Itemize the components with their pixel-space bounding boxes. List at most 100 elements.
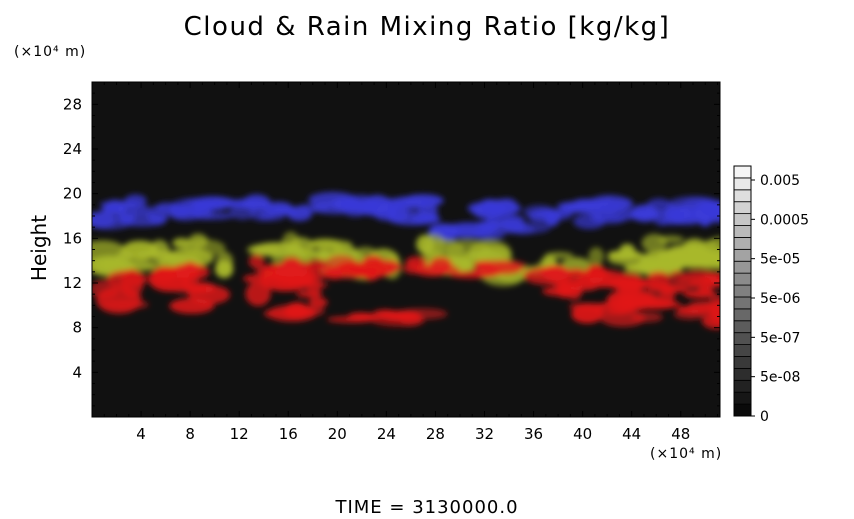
y-tick-label: 20 <box>63 185 82 203</box>
colorbar-label: 0 <box>760 409 769 425</box>
time-readout: TIME = 3130000.0 <box>0 497 854 518</box>
colorbar-cell <box>733 225 752 238</box>
layer-blob <box>663 205 691 223</box>
colorbar-cell <box>733 237 752 250</box>
mixing-ratio-field <box>92 191 720 330</box>
layer-blob <box>169 298 215 314</box>
layer-blob <box>709 293 720 304</box>
colorbar-cell <box>733 356 752 369</box>
layer-blob <box>188 233 208 249</box>
layer-blob <box>703 248 719 260</box>
chart-title: Cloud & Rain Mixing Ratio [kg/kg] <box>183 12 671 42</box>
layer-blob <box>540 265 570 281</box>
layer-blob <box>387 203 409 223</box>
x-tick-label: 8 <box>185 425 195 443</box>
layer-blob <box>473 259 528 272</box>
layer-blob <box>191 209 214 220</box>
layer-blob <box>92 279 120 300</box>
layer-blob <box>181 261 199 286</box>
colorbar-cell <box>733 284 752 298</box>
colorbar-cell <box>733 165 752 179</box>
layer-rain <box>92 254 720 330</box>
layer-blob <box>678 273 720 289</box>
layer-blob <box>484 198 516 207</box>
colorbar-label: 5e-08 <box>760 370 800 386</box>
layer-blob <box>247 244 281 256</box>
layer-blob <box>213 197 235 205</box>
layer-blob <box>152 266 177 284</box>
time-value: 3130000.0 <box>412 497 519 518</box>
x-tick-label: 12 <box>230 425 249 443</box>
colorbar-cell <box>733 391 752 405</box>
layer-blob <box>308 297 328 308</box>
x-tick-label: 4 <box>136 425 146 443</box>
layer-blob <box>245 281 271 307</box>
colorbar-cell <box>733 320 752 334</box>
layer-blob <box>339 262 365 274</box>
colorbar-cell <box>733 367 752 381</box>
x-axis-unit: (×10⁴ m) <box>650 446 723 462</box>
layer-blob <box>172 237 191 249</box>
colorbar-cell <box>733 379 752 393</box>
layer-blob <box>588 247 604 266</box>
x-tick-label: 40 <box>573 425 592 443</box>
x-tick-label: 48 <box>671 425 690 443</box>
colorbar-label: 0.005 <box>760 173 800 189</box>
layer-cloud-ice <box>92 191 720 243</box>
layer-blob <box>310 251 331 259</box>
colorbar-cell <box>733 344 752 357</box>
layer-blob <box>560 201 601 213</box>
layer-blob <box>124 194 147 207</box>
colorbar-cell <box>733 189 752 203</box>
colorbar: 0.005 0.0005 5e-05 5e-06 5e-07 5e-08 0 <box>733 165 809 425</box>
colorbar-cell <box>733 213 752 226</box>
colorbar-label: 0.0005 <box>760 212 809 228</box>
colorbar-cell <box>733 332 752 345</box>
layer-blob <box>544 210 560 227</box>
layer-blob <box>669 270 686 283</box>
layer-blob <box>606 278 647 291</box>
layer-blob <box>676 304 720 315</box>
colorbar-cell <box>733 308 752 322</box>
layer-blob <box>298 281 329 289</box>
layer-blob <box>615 272 641 280</box>
x-axis: 4 8 12 16 20 24 28 32 36 40 44 48 <box>103 82 719 443</box>
layer-blob <box>639 279 662 288</box>
layer-blob <box>655 251 677 269</box>
layer-blob <box>358 313 385 321</box>
layer-blob <box>606 291 637 315</box>
x-tick-label: 44 <box>622 425 641 443</box>
colorbar-cell <box>733 201 752 215</box>
time-label: TIME <box>335 497 383 518</box>
y-tick-label: 4 <box>72 363 82 381</box>
layer-blob <box>631 311 663 323</box>
layer-blob <box>567 270 613 278</box>
x-tick-label: 24 <box>377 425 396 443</box>
layer-blob <box>106 270 148 288</box>
layer-blob <box>598 197 620 214</box>
colorbar-label: 5e-07 <box>760 330 800 346</box>
layer-blob <box>92 212 117 228</box>
layer-blob <box>117 204 136 224</box>
x-tick-label: 28 <box>426 425 445 443</box>
layer-blob <box>135 249 177 259</box>
y-tick-label: 16 <box>63 229 82 247</box>
layer-blob <box>242 194 271 212</box>
colorbar-cell <box>733 177 752 191</box>
y-axis: 4 8 12 16 20 24 28 <box>63 92 720 407</box>
layer-blob <box>658 235 685 244</box>
colorbar-cell <box>733 403 752 417</box>
layer-blob <box>449 270 492 279</box>
y-tick-label: 24 <box>63 140 82 158</box>
colorbar-cell <box>733 248 752 262</box>
colorbar-frame <box>733 165 752 417</box>
layer-blob <box>308 238 341 249</box>
layer-blob <box>685 242 703 253</box>
layer-blob <box>571 304 604 324</box>
layer-blob <box>468 240 512 266</box>
y-tick-label: 28 <box>63 95 82 113</box>
x-tick-label: 36 <box>524 425 543 443</box>
layer-blob <box>248 254 265 269</box>
layer-blob <box>307 306 325 316</box>
colorbar-cell <box>733 272 752 286</box>
